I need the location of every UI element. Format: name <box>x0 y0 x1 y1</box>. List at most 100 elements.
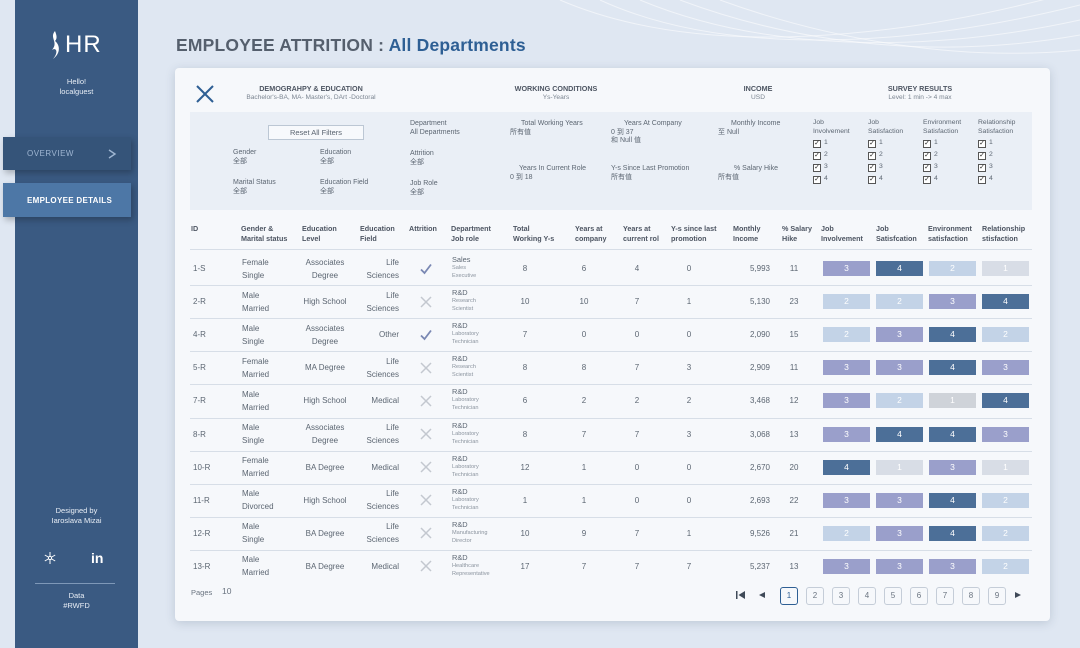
survey-filter-label: Job <box>813 119 824 126</box>
score-js: 4 <box>876 261 923 277</box>
section-income-title: INCOME <box>743 84 773 93</box>
filter-value-null: 和 Null 值 <box>611 137 641 144</box>
marital-status: Single <box>242 336 265 346</box>
checkbox[interactable]: ✓ <box>923 151 931 160</box>
survey-level-option[interactable]: ✓ 4 <box>978 175 1015 184</box>
education-line: BA Degree <box>305 462 345 472</box>
th-ycr[interactable]: Years at current rol <box>623 224 659 243</box>
survey-level-option[interactable]: ✓ 3 <box>923 163 961 172</box>
th-field[interactable]: Education Field <box>360 224 395 243</box>
field-line: Life <box>386 522 399 532</box>
checkbox[interactable]: ✓ <box>868 175 876 184</box>
close-icon[interactable] <box>194 83 216 105</box>
filter-education[interactable]: Education 全部 <box>320 149 351 166</box>
filter-attrition[interactable]: Attrition 全部 <box>410 150 434 167</box>
reset-filters-button[interactable]: Reset All Filters <box>268 125 364 140</box>
checkbox[interactable]: ✓ <box>813 163 821 172</box>
page-button-3[interactable]: 3 <box>832 587 850 605</box>
page-button-8[interactable]: 8 <box>962 587 980 605</box>
th-ji[interactable]: Job Involvement <box>821 224 863 243</box>
filter-monthly-income[interactable]: Monthly Income 至 Null <box>718 120 780 137</box>
cell-twy: 6 <box>522 396 528 406</box>
job-role-line: Director <box>452 537 472 544</box>
filter-gender[interactable]: Gender 全部 <box>233 149 256 166</box>
next-page-icon[interactable] <box>1013 590 1023 600</box>
field-line: Life <box>386 290 399 300</box>
checkbox[interactable]: ✓ <box>923 175 931 184</box>
snowflake-icon[interactable] <box>43 551 57 565</box>
survey-level-option[interactable]: ✓ 1 <box>923 139 961 148</box>
cell-gender-marital: Male Married <box>242 553 269 579</box>
survey-level-option[interactable]: ✓ 1 <box>868 139 903 148</box>
checkbox[interactable]: ✓ <box>813 139 821 148</box>
page-button-6[interactable]: 6 <box>910 587 928 605</box>
education-line: High School <box>303 495 347 505</box>
survey-level-option[interactable]: ✓ 3 <box>868 163 903 172</box>
filter-salary-hike[interactable]: % Salary Hike 所有值 <box>718 165 778 182</box>
survey-level-option[interactable]: ✓ 4 <box>868 175 903 184</box>
checkbox[interactable]: ✓ <box>923 139 931 148</box>
prev-page-icon[interactable] <box>757 590 767 600</box>
checkbox[interactable]: ✓ <box>978 163 986 172</box>
th-ysp[interactable]: Y-s since last promotion <box>671 224 717 243</box>
checkbox[interactable]: ✓ <box>978 139 986 148</box>
th-twy[interactable]: Total Working Y-s <box>513 224 554 243</box>
survey-level-option[interactable]: ✓ 2 <box>813 151 850 160</box>
filter-years-current-role[interactable]: Years In Current Role 0 到 18 <box>510 165 586 182</box>
checkbox[interactable]: ✓ <box>978 151 986 160</box>
page-button-1[interactable]: 1 <box>780 587 798 605</box>
checkbox[interactable]: ✓ <box>868 139 876 148</box>
level-label: 1 <box>989 139 993 147</box>
survey-level-option[interactable]: ✓ 2 <box>923 151 961 160</box>
nav-overview[interactable]: OVERVIEW <box>3 137 131 170</box>
th-sh[interactable]: % Salary Hike <box>782 224 812 243</box>
th-att[interactable]: Attrition <box>409 224 437 234</box>
page-button-9[interactable]: 9 <box>988 587 1006 605</box>
th-es[interactable]: Environment satisfaction <box>928 224 972 243</box>
survey-level-option[interactable]: ✓ 4 <box>813 175 850 184</box>
th-rs[interactable]: Relationship stisfaction <box>982 224 1025 243</box>
th-edu[interactable]: Education Level <box>302 224 337 243</box>
th-gm[interactable]: Gender & Marital status <box>241 224 287 243</box>
survey-level-option[interactable]: ✓ 4 <box>923 175 961 184</box>
job-role-line: Technician <box>452 438 479 445</box>
filter-job-role[interactable]: Job Role 全部 <box>410 180 438 197</box>
th-dept[interactable]: Department Job role <box>451 224 491 243</box>
cell-education: Associates Degree <box>294 322 356 348</box>
checkbox[interactable]: ✓ <box>813 175 821 184</box>
first-page-icon[interactable] <box>735 590 747 600</box>
linkedin-icon[interactable]: in <box>91 550 104 566</box>
filter-marital-status[interactable]: Marital Status 全部 <box>233 179 276 196</box>
survey-level-option[interactable]: ✓ 2 <box>978 151 1015 160</box>
filter-education-field[interactable]: Education Field 全部 <box>320 179 368 196</box>
page-button-5[interactable]: 5 <box>884 587 902 605</box>
checkbox[interactable]: ✓ <box>868 163 876 172</box>
survey-level-option[interactable]: ✓ 3 <box>813 163 850 172</box>
th-yac[interactable]: Years at company <box>575 224 607 243</box>
filter-department[interactable]: Department All Departments <box>410 120 460 137</box>
filter-years-since-promotion[interactable]: Y-s Since Last Promotion 所有值 <box>611 165 689 182</box>
th-id[interactable]: ID <box>191 224 199 233</box>
row-divider <box>190 318 1032 320</box>
survey-level-option[interactable]: ✓ 1 <box>978 139 1015 148</box>
job-role-line: Healthcare <box>452 562 480 569</box>
cell-ysp: 2 <box>686 396 692 406</box>
survey-level-option[interactable]: ✓ 1 <box>813 139 850 148</box>
score-rs: 3 <box>982 360 1029 376</box>
survey-level-option[interactable]: ✓ 3 <box>978 163 1015 172</box>
cell-monthly-income: 2,909 <box>749 363 770 373</box>
page-button-2[interactable]: 2 <box>806 587 824 605</box>
page-button-7[interactable]: 7 <box>936 587 954 605</box>
checkbox[interactable]: ✓ <box>868 151 876 160</box>
th-js[interactable]: Job Satisfcation <box>876 224 917 243</box>
survey-level-option[interactable]: ✓ 2 <box>868 151 903 160</box>
filter-total-working-years[interactable]: Total Working Years 所有值 <box>510 120 583 137</box>
cell-department: R&D Research Scientist <box>452 288 476 313</box>
filter-years-at-company[interactable]: Years At Company 0 到 37 和 Null 值 <box>611 120 682 146</box>
checkbox[interactable]: ✓ <box>813 151 821 160</box>
checkbox[interactable]: ✓ <box>923 163 931 172</box>
th-mi[interactable]: Monthly Income <box>733 224 761 243</box>
page-button-4[interactable]: 4 <box>858 587 876 605</box>
nav-employee-details[interactable]: EMPLOYEE DETAILS <box>3 183 131 217</box>
checkbox[interactable]: ✓ <box>978 175 986 184</box>
